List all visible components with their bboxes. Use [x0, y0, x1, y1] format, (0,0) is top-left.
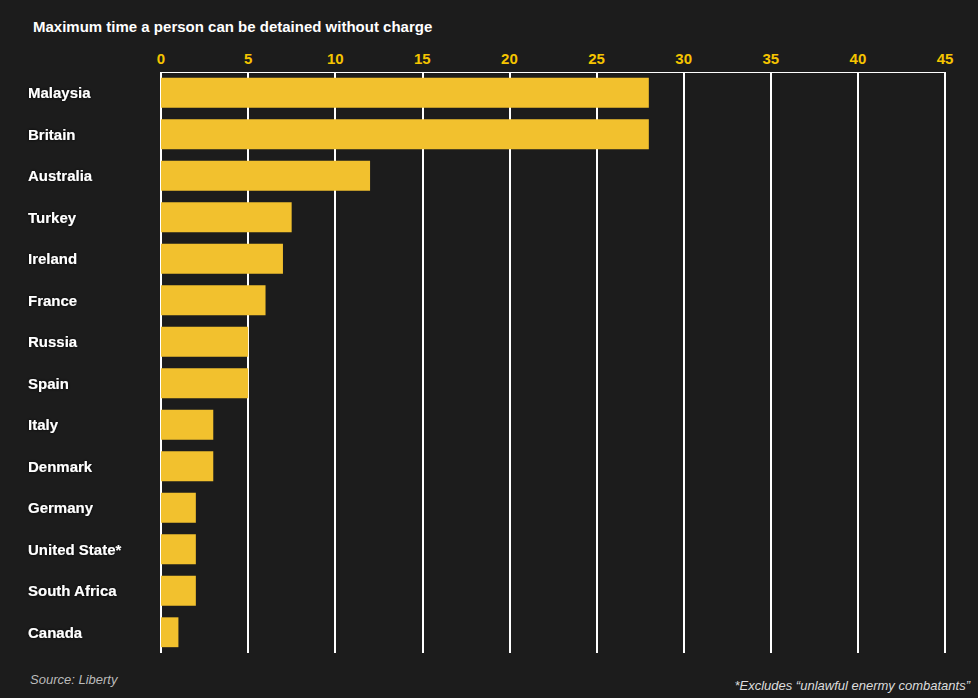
svg-text:Britain: Britain — [28, 126, 76, 143]
svg-text:South Africa: South Africa — [28, 582, 117, 599]
svg-text:*Excludes “unlawful enermy com: *Excludes “unlawful enermy combatants” — [734, 678, 970, 693]
svg-text:Malaysia: Malaysia — [28, 84, 91, 101]
svg-text:25: 25 — [588, 50, 605, 67]
svg-text:Italy: Italy — [28, 416, 59, 433]
svg-text:Denmark: Denmark — [28, 458, 93, 475]
svg-text:Ireland: Ireland — [28, 250, 77, 267]
svg-text:France: France — [28, 292, 77, 309]
svg-text:20: 20 — [501, 50, 518, 67]
svg-text:40: 40 — [850, 50, 867, 67]
svg-text:10: 10 — [327, 50, 344, 67]
svg-text:United State*: United State* — [28, 541, 122, 558]
svg-text:Turkey: Turkey — [28, 209, 77, 226]
svg-text:35: 35 — [762, 50, 779, 67]
svg-text:45: 45 — [937, 50, 954, 67]
svg-text:5: 5 — [244, 50, 252, 67]
svg-text:0: 0 — [157, 50, 165, 67]
svg-text:Source: Liberty: Source: Liberty — [30, 672, 119, 687]
svg-text:30: 30 — [675, 50, 692, 67]
svg-text:Maximum time a person can be d: Maximum time a person can be detained wi… — [33, 18, 432, 35]
svg-text:15: 15 — [414, 50, 431, 67]
svg-text:Germany: Germany — [28, 499, 94, 516]
svg-text:Spain: Spain — [28, 375, 69, 392]
svg-text:Australia: Australia — [28, 167, 93, 184]
svg-text:Canada: Canada — [28, 624, 83, 641]
svg-text:Russia: Russia — [28, 333, 78, 350]
